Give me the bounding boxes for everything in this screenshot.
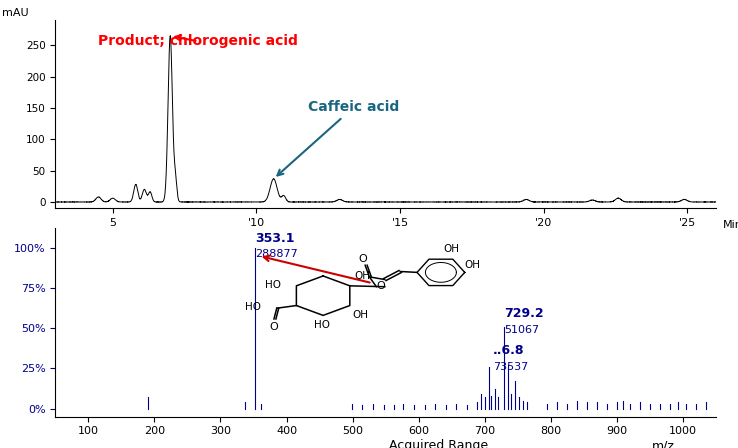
Text: 288877: 288877 bbox=[255, 249, 298, 259]
Text: O: O bbox=[376, 281, 385, 291]
Text: OH: OH bbox=[444, 245, 460, 254]
Text: Caffeic acid: Caffeic acid bbox=[277, 100, 399, 176]
Text: Minutes: Minutes bbox=[723, 220, 738, 230]
Text: OH: OH bbox=[464, 260, 480, 270]
Text: O: O bbox=[358, 254, 367, 264]
Text: m/z: m/z bbox=[652, 439, 675, 448]
Text: ..6.8: ..6.8 bbox=[492, 344, 524, 357]
Text: O: O bbox=[269, 322, 278, 332]
Text: mAU: mAU bbox=[2, 8, 29, 18]
Text: HO: HO bbox=[314, 320, 330, 330]
Text: HO: HO bbox=[265, 280, 281, 290]
Text: OH: OH bbox=[353, 310, 368, 320]
Text: 353.1: 353.1 bbox=[255, 232, 295, 245]
Text: OH: OH bbox=[354, 271, 370, 281]
Text: 729.2: 729.2 bbox=[504, 307, 543, 320]
Text: 51067: 51067 bbox=[504, 325, 539, 335]
Text: 73537: 73537 bbox=[492, 362, 528, 371]
Text: Product; chlorogenic acid: Product; chlorogenic acid bbox=[98, 34, 298, 48]
Text: Acquired Range: Acquired Range bbox=[389, 439, 488, 448]
Text: HO: HO bbox=[245, 302, 261, 312]
